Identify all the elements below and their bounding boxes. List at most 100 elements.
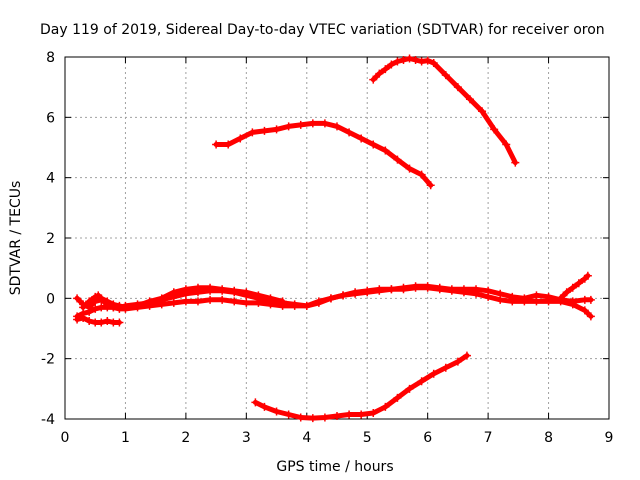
data-point [103, 297, 112, 306]
y-tick-label: 2 [46, 231, 55, 247]
data-point [272, 407, 281, 416]
data-point [91, 304, 100, 313]
data-point [272, 125, 281, 134]
data-point [447, 286, 456, 295]
series-arc-2 [369, 54, 520, 167]
data-point [393, 57, 402, 66]
data-point [230, 286, 239, 295]
x-tick-label: 5 [363, 430, 372, 446]
x-tick-label: 0 [61, 430, 70, 446]
data-point [254, 291, 263, 300]
data-point [181, 285, 190, 294]
data-point [363, 288, 372, 297]
data-point [357, 134, 366, 143]
data-point [462, 351, 471, 360]
data-point [441, 363, 450, 372]
data-point [484, 292, 493, 301]
data-point [381, 402, 390, 411]
series-band-e [556, 271, 592, 303]
data-point [308, 414, 317, 423]
data-point [369, 75, 378, 84]
data-point [218, 285, 227, 294]
data-point [260, 402, 269, 411]
data-point [387, 60, 396, 69]
x-tick-label: 3 [242, 430, 251, 446]
data-point [145, 297, 154, 306]
data-point [411, 283, 420, 292]
data-point [260, 126, 269, 135]
data-point [423, 283, 432, 292]
data-point [251, 398, 260, 407]
data-point [411, 56, 420, 65]
data-point [314, 298, 323, 307]
data-point [375, 69, 384, 78]
data-point [393, 393, 402, 402]
x-tick-label: 6 [423, 430, 432, 446]
data-point [206, 283, 215, 292]
data-point [326, 294, 335, 303]
series-band-d [73, 313, 124, 327]
data-point [459, 288, 468, 297]
data-point [417, 377, 426, 386]
data-point [532, 297, 541, 306]
data-point [405, 384, 414, 393]
data-point [278, 297, 287, 306]
data-point [284, 410, 293, 419]
data-point [417, 170, 426, 179]
x-tick-label: 8 [544, 430, 553, 446]
data-point [405, 54, 414, 63]
data-point [290, 301, 299, 310]
x-tick-label: 9 [605, 430, 614, 446]
data-point [580, 306, 589, 315]
data-point [574, 279, 583, 288]
y-axis-label: SDTVAR / TECUs [8, 181, 24, 296]
data-point [193, 297, 202, 306]
y-tick-label: 0 [46, 291, 55, 307]
data-point [320, 119, 329, 128]
data-point [586, 295, 595, 304]
data-point [478, 107, 487, 116]
data-point [583, 271, 592, 280]
data-point [302, 301, 311, 310]
data-point [508, 297, 517, 306]
data-point [375, 286, 384, 295]
data-point [472, 289, 481, 298]
data-point [345, 128, 354, 137]
x-axis-label: GPS time / hours [276, 459, 393, 475]
data-point [429, 369, 438, 378]
data-point [320, 413, 329, 422]
data-point [502, 140, 511, 149]
series-arc-3 [251, 351, 471, 423]
data-point [266, 294, 275, 303]
data-point [435, 285, 444, 294]
data-point [369, 140, 378, 149]
data-point [562, 288, 571, 297]
data-point [218, 295, 227, 304]
data-point [115, 318, 124, 327]
data-point [296, 120, 305, 129]
data-point [284, 122, 293, 131]
data-point [242, 298, 251, 307]
data-point [453, 357, 462, 366]
data-point [157, 294, 166, 303]
data-point [453, 83, 462, 92]
data-point [465, 95, 474, 104]
grid [65, 57, 609, 419]
data-point [193, 283, 202, 292]
data-point [496, 295, 505, 304]
series-trace [80, 285, 286, 310]
data-point [85, 297, 94, 306]
data-point [79, 303, 88, 312]
data-point [73, 294, 82, 303]
series-band-c [79, 283, 287, 312]
data-point [230, 297, 239, 306]
data-point [97, 318, 106, 327]
data-point [333, 411, 341, 420]
data-point [399, 56, 408, 65]
data-point [339, 291, 348, 300]
data-point [429, 59, 438, 68]
data-point [296, 413, 305, 422]
data-point [357, 410, 366, 419]
data-point [490, 125, 499, 134]
